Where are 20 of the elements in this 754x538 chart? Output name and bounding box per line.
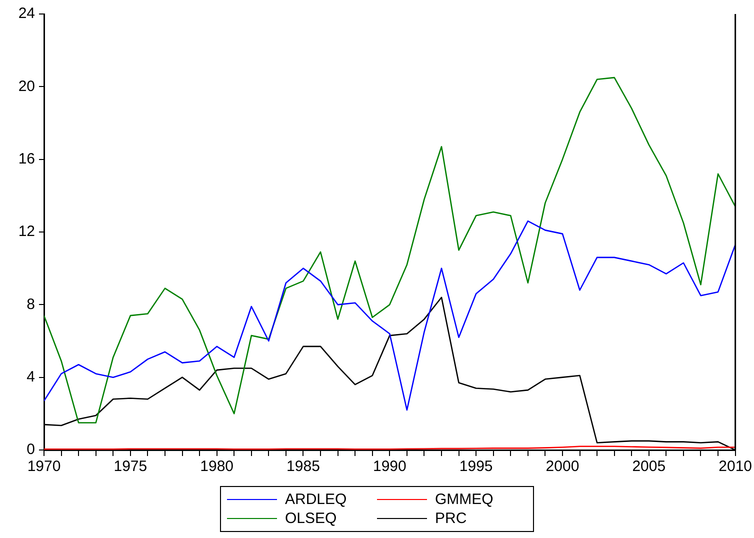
- legend-label: ARDLEQ: [285, 491, 347, 508]
- x-tick-label: 1995: [459, 458, 493, 476]
- legend-label: OLSEQ: [285, 510, 337, 527]
- x-tick-label: 2005: [632, 458, 666, 476]
- x-tick-label: 1970: [27, 458, 61, 476]
- y-tick-label: 24: [18, 5, 35, 22]
- x-tick-label: 2010: [718, 458, 752, 476]
- y-tick-label: 12: [18, 223, 35, 240]
- x-tick-label: 1990: [372, 458, 406, 476]
- x-tick-label: 1980: [200, 458, 234, 476]
- x-tick-label: 2000: [546, 458, 580, 476]
- x-tick-label: 1985: [286, 458, 320, 476]
- y-tick-label: 0: [26, 441, 35, 458]
- legend-label: GMMEQ: [435, 491, 494, 508]
- y-tick-label: 20: [18, 78, 35, 95]
- y-tick-label: 4: [26, 368, 35, 386]
- y-tick-label: 16: [18, 150, 35, 168]
- y-tick-label: 8: [26, 296, 35, 313]
- legend-label: PRC: [435, 510, 467, 527]
- x-tick-label: 1975: [114, 458, 148, 476]
